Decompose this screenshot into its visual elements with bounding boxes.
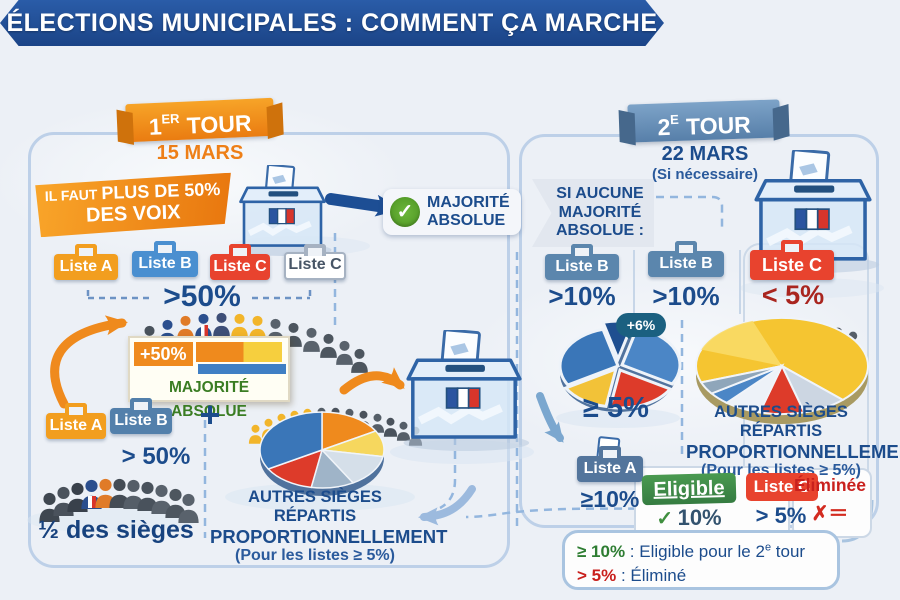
proportional-note: (Pour les listes ≥ 5%)	[235, 547, 395, 565]
list-tag-c-white: Liste C	[284, 244, 346, 280]
seats-bar-orange	[196, 342, 282, 362]
qualifier-value-1: >10%	[548, 281, 616, 311]
list-tag-b: Liste B	[132, 241, 198, 277]
legend-sup: e	[764, 541, 772, 554]
qualifier-tag-1: Liste B	[545, 244, 619, 280]
legend-sep1: :	[625, 542, 640, 561]
round2-date: 22 MARS	[661, 143, 749, 165]
round1-ribbon: 1ER TOUR	[125, 97, 275, 143]
proportional-line2: PROPORTIONNELLEMENT	[210, 525, 448, 547]
majority-pill-text: MAJORITÉ ABSOLUE	[427, 194, 510, 229]
legend-eligible-value: ≥ 10%	[577, 542, 626, 561]
eligible-value: ✓ 10%	[646, 505, 732, 531]
qualifier-divider-1	[633, 250, 635, 314]
legend-sep2: :	[616, 565, 631, 585]
round1-threshold: >50%	[163, 280, 241, 313]
legend-box: ≥ 10% : Eligible pour le 2e tour > 5% : …	[562, 530, 840, 590]
legend-line1: ≥ 10% : Eligible pour le 2e tour	[577, 540, 825, 564]
eligible-badge: Eligible	[641, 472, 737, 506]
winner-threshold: > 50%	[121, 443, 191, 470]
round2-note: (Si nécessaire)	[652, 166, 758, 183]
proportional2-line2: PROPORTIONNELLEMENT	[686, 440, 900, 462]
check-icon: ✓	[390, 197, 420, 227]
qualifier-divider-2	[739, 250, 741, 314]
eliminated-label: Éliminée	[794, 475, 866, 495]
cross-glyph: ✗	[811, 503, 829, 525]
round2-ribbon: 2E TOUR	[627, 99, 781, 143]
result-tag-liste-a: Liste A	[577, 446, 643, 482]
list-tag-c: Liste C	[210, 244, 270, 280]
round1-date: 15 MARS	[156, 142, 244, 164]
seats-bar-blue	[198, 364, 286, 374]
round2-ribbon-sup: E	[669, 111, 680, 128]
round2-ribbon-word: TOUR	[685, 111, 752, 140]
result-value-liste-a: ≥10%	[580, 486, 640, 512]
requirement-line1: PLUS DE 50%	[101, 178, 221, 204]
seats-bar-chart: +50%	[130, 338, 288, 376]
majority-text: MAJORITÉ ABSOLUE	[168, 379, 250, 420]
round1-ribbon-word: TOUR	[186, 109, 253, 139]
cross-icon: ✗＝	[798, 497, 862, 526]
eligible-pct: 10%	[677, 505, 722, 530]
plus-sign: +	[199, 394, 221, 435]
legend-eligible-text: Eligible pour le 2	[639, 542, 765, 561]
round2-ribbon-number: 2	[657, 113, 671, 141]
requirement-intro: IL FAUT	[44, 186, 98, 205]
qualifier-value-2: >10%	[652, 281, 720, 311]
proportional2-line1: AUTRES SIÈGES RÉPARTIS	[714, 403, 848, 440]
qualifier-tag-3: Liste C	[750, 240, 834, 280]
bars-glyph: ＝	[828, 503, 849, 525]
merge-badge: +6%	[616, 313, 666, 339]
qualifier-value-3: < 5%	[761, 280, 825, 310]
winner-tag-a: Liste A	[46, 403, 106, 439]
no-majority-line2: MAJORITÉ	[558, 203, 642, 221]
majority-chip: +50%	[134, 342, 193, 366]
no-majority-line1: SI AUCUNE	[556, 184, 644, 202]
round1-proportional-text: AUTRES SIÈGES RÉPARTIS PROPORTIONNELLEME…	[210, 488, 448, 566]
absolute-majority-label: +50% MAJORITÉ ABSOLUE	[128, 336, 290, 420]
pill-line1: MAJORITÉ	[427, 194, 510, 212]
legend-eliminated-value: > 5%	[577, 565, 617, 585]
majority-pill: ✓ MAJORITÉ ABSOLUE	[383, 189, 521, 235]
qualifier-tag-2: Liste B	[648, 241, 724, 277]
no-majority-line3: ABSOLUE :	[556, 222, 644, 240]
pill-line2: ABSOLUE	[427, 212, 506, 229]
check-icon-small: ✓	[656, 508, 674, 530]
merge-threshold: ≥ 5%	[583, 392, 649, 424]
legend-eligible-end: tour	[771, 542, 806, 561]
round1-ribbon-sup: ER	[161, 110, 180, 127]
proportional-line1: AUTRES SIÈGES RÉPARTIS	[248, 488, 382, 525]
title-banner: ÉLECTIONS MUNICIPALES : COMMENT ÇA MARCH…	[0, 0, 664, 46]
list-tag-a: Liste A	[54, 244, 118, 280]
half-seats-label: ½ des sièges	[38, 516, 194, 544]
legend-eliminated-text: Éliminé	[630, 565, 687, 585]
legend-line2: > 5% : Éliminé	[577, 564, 825, 588]
no-majority-box: SI AUCUNE MAJORITÉ ABSOLUE :	[532, 179, 654, 247]
round2-proportional-text: AUTRES SIÈGES RÉPARTIS PROPORTIONNELLEME…	[686, 403, 900, 481]
winner-tag-b: Liste B	[110, 398, 172, 434]
